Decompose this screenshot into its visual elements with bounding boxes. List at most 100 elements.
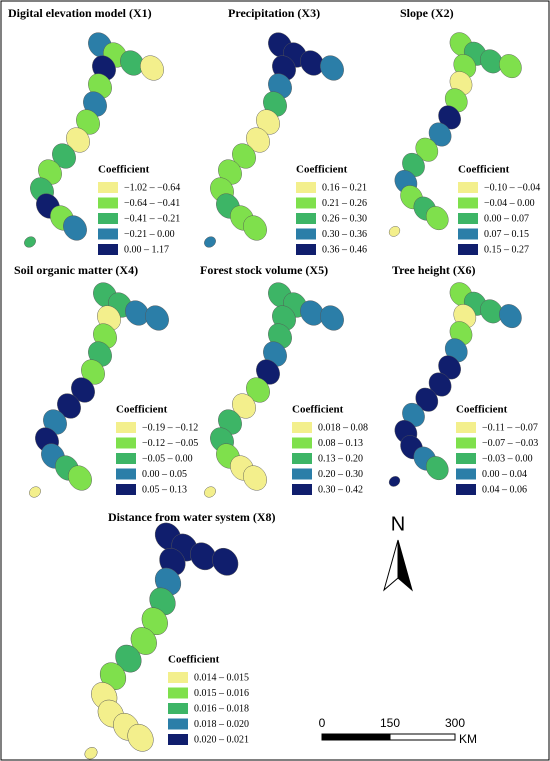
legend-label: −0.64 – −0.41 bbox=[124, 198, 180, 209]
map-region bbox=[480, 299, 503, 324]
map-region bbox=[84, 747, 98, 760]
legend-swatch bbox=[116, 484, 136, 495]
map-region bbox=[204, 236, 216, 248]
map-region bbox=[480, 49, 503, 74]
map-region bbox=[63, 215, 87, 241]
legend-label: 0.20 – 0.30 bbox=[318, 469, 363, 480]
map-region bbox=[29, 486, 41, 498]
panel-title: Slope (X2) bbox=[400, 6, 454, 20]
legend-title: Coefficient bbox=[456, 404, 508, 416]
north-arrow: N bbox=[383, 513, 413, 592]
legend-swatch bbox=[296, 213, 316, 224]
legend-title: Coefficient bbox=[292, 404, 344, 416]
legend-label: 0.08 – 0.13 bbox=[318, 438, 363, 449]
map bbox=[204, 32, 344, 248]
legend-swatch bbox=[98, 244, 118, 255]
scale-label: 150 bbox=[380, 716, 400, 730]
legend-swatch bbox=[168, 672, 188, 683]
legend-title: Coefficient bbox=[168, 654, 220, 666]
legend-label: 0.15 – 0.27 bbox=[484, 244, 529, 255]
map-region bbox=[140, 55, 164, 81]
map-region bbox=[388, 476, 401, 487]
legend-label: 0.014 – 0.015 bbox=[194, 672, 249, 683]
legend-label: 0.16 – 0.21 bbox=[322, 182, 367, 193]
legend-label: 0.05 – 0.13 bbox=[142, 484, 187, 495]
legend-label: 0.020 – 0.021 bbox=[194, 734, 249, 745]
legend-swatch bbox=[292, 453, 312, 464]
legend-swatch bbox=[116, 468, 136, 480]
map-region bbox=[243, 465, 267, 491]
legend-label: −0.07 – −0.03 bbox=[482, 438, 538, 449]
legend-swatch bbox=[116, 453, 136, 464]
scale-unit: KM bbox=[459, 732, 477, 746]
panel-title: Precipitation (X3) bbox=[228, 6, 320, 20]
legend-swatch bbox=[296, 244, 316, 255]
legend-swatch bbox=[456, 453, 476, 464]
map-region bbox=[127, 723, 154, 752]
legend-label: −0.11 – −0.07 bbox=[482, 422, 538, 433]
legend-swatch bbox=[292, 468, 312, 480]
legend-label: 0.30 – 0.42 bbox=[318, 484, 363, 495]
map bbox=[388, 282, 522, 487]
map-region bbox=[120, 50, 144, 76]
legend-label: 0.018 – 0.08 bbox=[318, 422, 368, 433]
map-region bbox=[243, 215, 267, 241]
legend-label: −0.19 – −0.12 bbox=[142, 422, 198, 433]
legend-label: 0.21 – 0.26 bbox=[322, 198, 367, 209]
map bbox=[84, 522, 239, 760]
map-region bbox=[320, 55, 344, 81]
map-region bbox=[145, 305, 169, 331]
legend-label: −0.05 – 0.00 bbox=[142, 453, 193, 464]
legend-swatch bbox=[458, 244, 478, 255]
map-region bbox=[388, 226, 401, 237]
map-region bbox=[300, 300, 324, 326]
panel-title: Forest stock volume (X5) bbox=[200, 263, 328, 277]
panel-title: Digital elevation model (X1) bbox=[8, 6, 152, 20]
legend-swatch bbox=[458, 228, 478, 240]
legend-swatch bbox=[168, 734, 188, 745]
panel-title: Soil organic matter (X4) bbox=[14, 263, 138, 277]
legend-swatch bbox=[456, 422, 476, 433]
map-region bbox=[212, 547, 239, 576]
map-region bbox=[190, 542, 217, 571]
north-label: N bbox=[391, 513, 405, 535]
legend-swatch bbox=[296, 228, 316, 240]
panel-title: Distance from water system (X8) bbox=[108, 510, 276, 524]
legend-title: Coefficient bbox=[98, 164, 150, 176]
legend-swatch bbox=[168, 703, 188, 714]
arrow-right bbox=[397, 539, 413, 592]
scale-bar bbox=[321, 733, 456, 741]
map-region bbox=[125, 300, 149, 326]
legend-label: 0.00 – 0.04 bbox=[482, 469, 527, 480]
legend-label: −0.03 – 0.00 bbox=[482, 453, 533, 464]
map-region bbox=[24, 236, 36, 248]
scale-segment bbox=[321, 733, 391, 741]
legend-label: 0.30 – 0.36 bbox=[322, 229, 367, 240]
legend-title: Coefficient bbox=[458, 164, 510, 176]
legend-swatch bbox=[458, 182, 478, 193]
legend-label: 0.13 – 0.20 bbox=[318, 453, 363, 464]
scale-label: 300 bbox=[445, 716, 465, 730]
legend-label: 0.26 – 0.30 bbox=[322, 213, 367, 224]
scale-label: 0 bbox=[319, 716, 326, 730]
map-region bbox=[68, 465, 92, 491]
legend-swatch bbox=[116, 437, 136, 449]
legend-label: 0.36 – 0.46 bbox=[322, 244, 367, 255]
legend-swatch bbox=[456, 468, 476, 480]
map-region bbox=[425, 456, 449, 481]
legend-swatch bbox=[456, 437, 476, 449]
legend-swatch bbox=[292, 484, 312, 495]
map bbox=[204, 282, 344, 498]
map bbox=[388, 32, 522, 237]
legend-label: 0.00 – 1.17 bbox=[124, 244, 169, 255]
legend-swatch bbox=[98, 182, 118, 193]
scale-segment bbox=[389, 733, 456, 741]
map-region bbox=[204, 486, 216, 498]
legend-swatch bbox=[458, 197, 478, 209]
legend-swatch bbox=[98, 197, 118, 209]
legend-title: Coefficient bbox=[116, 404, 168, 416]
legend-label: −0.04 – 0.00 bbox=[484, 198, 535, 209]
panel-title: Tree height (X6) bbox=[392, 263, 476, 277]
legend-swatch bbox=[168, 687, 188, 699]
